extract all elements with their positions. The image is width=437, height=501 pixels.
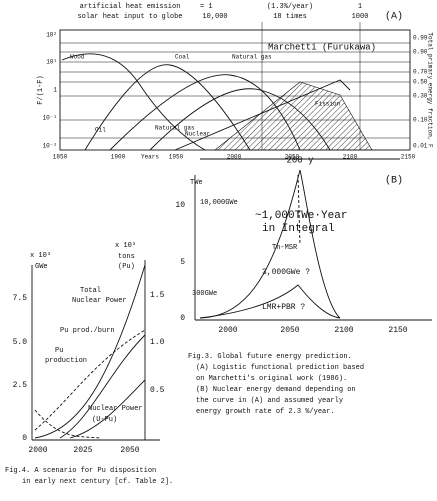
curve-label: Nuclear [185, 131, 211, 138]
formula-text: solar heat input to globe [77, 13, 182, 21]
curve-label: Total [80, 287, 101, 295]
formula-text: 1 [358, 3, 362, 11]
axis-title: tons [118, 253, 135, 261]
axis-title: Total primary energy fraction, F [426, 32, 433, 148]
annotation: LMR+PBR ? [262, 303, 305, 312]
tick-label: 10⁻² [43, 143, 57, 150]
caption: the curve in (A) and assumed yearly [196, 397, 343, 405]
tick-label: 0.70 [413, 69, 428, 76]
tick-label: 10 [175, 201, 185, 210]
tick-label: 10¹ [46, 59, 57, 66]
curve-label: Coal [175, 54, 190, 61]
tick-label: 2050 [120, 446, 139, 455]
tick-label: 1950 [169, 154, 184, 161]
formula-text: 18 times [273, 13, 307, 21]
axis-title: (Pu) [118, 263, 135, 271]
panel-label: (A) [385, 11, 403, 23]
source-label: Marchetti (Furukawa) [268, 42, 376, 52]
axis-title: TWe [190, 179, 203, 187]
tick-label: 2025 [73, 446, 92, 455]
caption: Fig.3. Global future energy prediction. [188, 353, 352, 361]
curve-label: Oil [95, 127, 106, 134]
axis-title: F/(1-F) [37, 75, 45, 104]
caption: energy growth rate of 2.3 %/year. [196, 408, 335, 416]
tick-label: 0 [180, 314, 185, 323]
panel-label: (B) [385, 175, 403, 187]
tick-label: 0.30 [413, 93, 428, 100]
tick-label: 7.5 [13, 294, 28, 303]
tick-label: 5 [180, 258, 185, 267]
tick-label: 2000 [227, 154, 242, 161]
tick-label: 1 [53, 87, 57, 94]
tick-label: 2000 [28, 446, 47, 455]
formula-text: artificial heat emission [80, 3, 181, 11]
formula-text: 10,000 [202, 13, 227, 21]
annotation: 10,000GWe [200, 199, 238, 207]
tick-label: 5.0 [13, 338, 28, 347]
tick-label: 2100 [334, 326, 353, 335]
axis-title: x 10³ [115, 242, 136, 250]
curve-label: Fission [315, 101, 341, 108]
axis-title: x 10³ [30, 252, 51, 260]
axis-title: GWe [35, 263, 48, 271]
formula-text: (1.3%/year) [267, 3, 313, 11]
curve-label: Pu [55, 347, 63, 355]
tick-label: 0.5 [150, 386, 165, 395]
curve-label: Nuclear Power [72, 297, 127, 305]
tick-label: 2050 [285, 154, 300, 161]
tick-label: 2.5 [13, 381, 28, 390]
annotation: 300GWe [192, 290, 217, 298]
tick-label: 2150 [401, 154, 416, 161]
tick-label: 0.90 [413, 49, 428, 56]
tick-label: 1850 [53, 154, 68, 161]
tick-label: 1.5 [150, 291, 165, 300]
annotation: Th-MSR [272, 244, 298, 252]
annotation: ~1,000TWe·Year [255, 210, 347, 222]
tick-label: 0.50 [413, 79, 428, 86]
tick-label: 2150 [388, 326, 407, 335]
figure-3b-frame [194, 169, 432, 321]
annotation: in Integral [262, 223, 335, 235]
tick-label: 1900 [111, 154, 126, 161]
curve-label: Wood [70, 54, 85, 61]
figure-3a-frame [59, 22, 411, 160]
tick-label: 2000 [218, 326, 237, 335]
curve-label: Nuclear Power [88, 405, 143, 413]
curve-label: Natural gas [155, 125, 195, 132]
annotation: 3,000GWe ? [262, 268, 310, 277]
tick-label: 0.99 [413, 35, 428, 42]
formula-text: 1000 [352, 13, 369, 21]
axis-title: Years [141, 154, 159, 161]
caption: Fig.4. A scenario for Pu disposition [5, 467, 156, 475]
formula-text: = 1 [200, 3, 213, 11]
caption: on Marchetti's original work (1986). [196, 375, 347, 383]
tick-label: 10⁻¹ [43, 115, 57, 122]
curve-label: Natural gas [232, 54, 272, 61]
span-label: 200 y [286, 155, 314, 165]
tick-label: 10² [46, 32, 57, 39]
tick-label: 0 [22, 434, 27, 443]
tick-label: 2050 [280, 326, 299, 335]
tick-label: 1.0 [150, 338, 165, 347]
tick-label: 2100 [343, 154, 358, 161]
curve-label: Pu prod./burn [60, 327, 115, 335]
tick-label: 0.10 [413, 117, 428, 124]
caption: in early next century [cf. Table 2]. [22, 478, 173, 486]
caption: (B) Nuclear energy demand depending on [196, 386, 356, 394]
curve-label: (U-Pu) [92, 416, 117, 424]
curve-label: production [45, 357, 87, 365]
tick-label: 0.01 [413, 143, 428, 150]
caption: (A) Logistic functional prediction based [196, 364, 364, 372]
figure-4-frame [31, 260, 160, 441]
